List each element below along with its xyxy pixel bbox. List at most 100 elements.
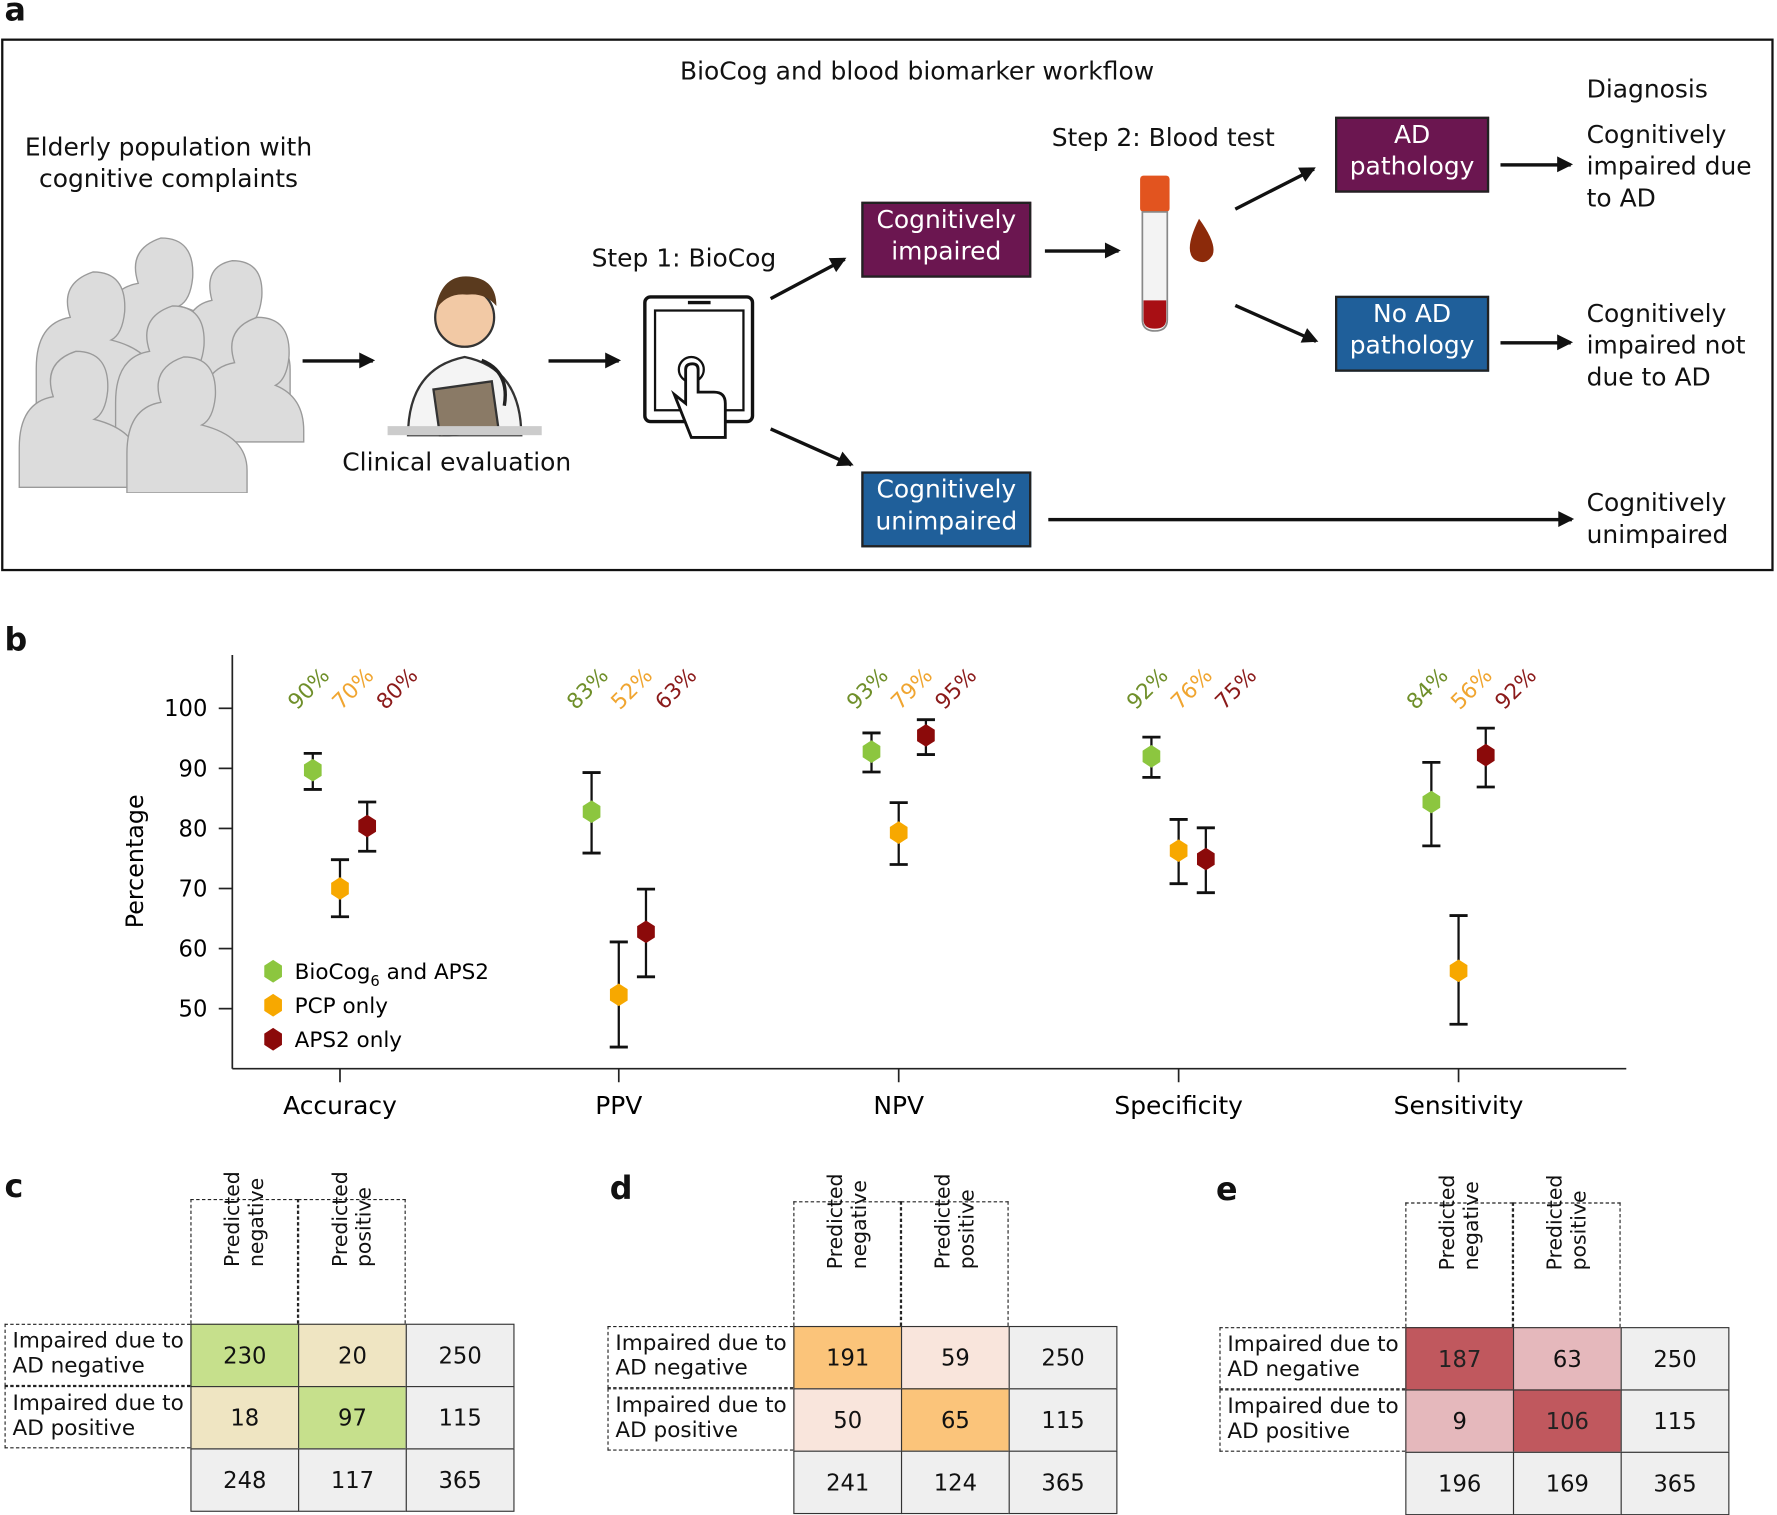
y-tick-label: 60 xyxy=(179,937,208,963)
matrix-cell: 20 xyxy=(298,1323,407,1388)
marker xyxy=(303,758,322,782)
matrix-cell: 50 xyxy=(793,1388,903,1452)
panel-label-c: c xyxy=(4,1167,24,1205)
column-header: Predicted positive xyxy=(1512,1175,1621,1328)
y-tick-label: 80 xyxy=(179,816,208,842)
matrix-cell: 230 xyxy=(190,1323,300,1388)
data-point xyxy=(1422,760,1441,848)
column-header-label: Predicted positive xyxy=(328,1171,376,1268)
marker xyxy=(1196,847,1215,871)
panel-label-d: d xyxy=(609,1169,633,1207)
data-point xyxy=(1196,826,1215,895)
matrix-cell: 63 xyxy=(1512,1327,1622,1391)
marker xyxy=(1169,839,1188,862)
clinical-evaluation-label: Clinical evaluation xyxy=(342,448,572,478)
blood-tube-icon xyxy=(1140,175,1214,332)
cognitively-unimpaired-box: Cognitively unimpaired xyxy=(861,471,1032,548)
marker xyxy=(889,821,908,844)
marker xyxy=(1476,743,1495,767)
data-label: 92% xyxy=(1490,663,1541,714)
ad-pathology-box: AD pathology xyxy=(1335,116,1490,193)
total-cell: 250 xyxy=(405,1323,515,1388)
workflow-title: BioCog and blood biomarker workflow xyxy=(679,57,1155,87)
legend-marker xyxy=(264,993,282,1017)
y-axis-label: Percentage xyxy=(121,794,149,928)
total-cell: 169 xyxy=(1512,1451,1622,1515)
tablet-icon xyxy=(643,295,755,439)
total-cell: 115 xyxy=(1620,1389,1730,1453)
data-point xyxy=(330,858,350,919)
total-cell: 115 xyxy=(405,1386,515,1450)
row-header: Impaired due to AD positive xyxy=(607,1388,794,1451)
x-tick-label: Specificity xyxy=(1114,1091,1242,1120)
column-header-label: Predicted positive xyxy=(931,1173,979,1270)
column-header: Predicted negative xyxy=(1405,1175,1513,1328)
data-label: 75% xyxy=(1211,663,1262,714)
row-header: Impaired due to AD positive xyxy=(1219,1389,1406,1452)
column-header-label: Predicted negative xyxy=(823,1173,871,1270)
marker xyxy=(582,800,601,824)
column-header: Predicted negative xyxy=(190,1171,299,1324)
matrix-cell: 106 xyxy=(1512,1389,1622,1453)
legend-entry: APS2 only xyxy=(295,1028,403,1053)
legend-subscript: 6 xyxy=(370,973,379,990)
data-label: 80% xyxy=(372,663,423,714)
column-header-label: Predicted negative xyxy=(1435,1174,1483,1271)
population-label: Elderly population with cognitive compla… xyxy=(24,133,313,194)
data-point xyxy=(1169,818,1188,886)
total-cell: 124 xyxy=(900,1450,1010,1515)
column-header: Predicted positive xyxy=(900,1174,1009,1326)
workflow-panel xyxy=(1,38,1774,572)
data-point xyxy=(582,771,601,855)
data-label: 56% xyxy=(1446,663,1497,714)
total-cell: 248 xyxy=(190,1448,300,1512)
data-point xyxy=(303,751,322,791)
data-point xyxy=(609,940,628,1049)
row-header: Impaired due to AD positive xyxy=(4,1386,191,1449)
matrix-cell: 59 xyxy=(900,1325,1010,1390)
arrow-to-biocog xyxy=(548,352,622,369)
step2-label: Step 2: Blood test xyxy=(1051,124,1275,153)
total-cell: 250 xyxy=(1008,1325,1118,1390)
data-point xyxy=(358,800,377,853)
data-label: 92% xyxy=(1122,663,1173,714)
legend-entry: BioCog6 and APS2 xyxy=(295,960,489,990)
arrow-to-diag-not-ad xyxy=(1500,334,1574,351)
diagnosis-not-ad: Cognitively impaired not due to AD xyxy=(1586,300,1746,393)
data-point xyxy=(1476,726,1495,789)
marker xyxy=(609,983,628,1007)
legend-name: BioCog xyxy=(295,960,371,985)
data-point xyxy=(1142,735,1161,779)
marker xyxy=(1142,745,1161,768)
x-tick-label: Accuracy xyxy=(283,1091,397,1120)
panel-label-b: b xyxy=(4,621,28,659)
column-header-label: Predicted negative xyxy=(220,1171,269,1268)
total-cell: 250 xyxy=(1620,1327,1730,1391)
column-header: Predicted negative xyxy=(793,1174,901,1326)
total-cell: 365 xyxy=(1008,1450,1118,1515)
panel-label-a: a xyxy=(4,0,26,29)
x-tick-label: NPV xyxy=(873,1091,924,1120)
data-label: 79% xyxy=(886,663,937,714)
y-tick-label: 70 xyxy=(179,876,208,902)
matrix-cell: 187 xyxy=(1405,1327,1515,1391)
marker xyxy=(1449,959,1468,983)
data-label: 76% xyxy=(1166,663,1217,714)
column-header: Predicted positive xyxy=(298,1171,406,1324)
matrix-cell: 97 xyxy=(298,1386,407,1450)
marker xyxy=(1422,790,1441,814)
arrow-to-blood-test xyxy=(1044,242,1121,259)
row-header: Impaired due to AD negative xyxy=(607,1325,794,1389)
panel-label-e: e xyxy=(1216,1170,1238,1209)
total-cell: 241 xyxy=(793,1450,903,1515)
total-cell: 365 xyxy=(1620,1451,1730,1515)
matrix-cell: 9 xyxy=(1405,1389,1515,1453)
diagnosis-ad: Cognitively impaired due to AD xyxy=(1586,121,1752,214)
data-label: 63% xyxy=(651,663,702,714)
arrow-to-diag-unimpaired xyxy=(1048,511,1575,527)
y-tick-label: 50 xyxy=(179,997,208,1023)
legend-marker xyxy=(264,1027,282,1051)
data-label: 84% xyxy=(1402,663,1453,714)
legend-name: PCP only xyxy=(295,994,389,1019)
